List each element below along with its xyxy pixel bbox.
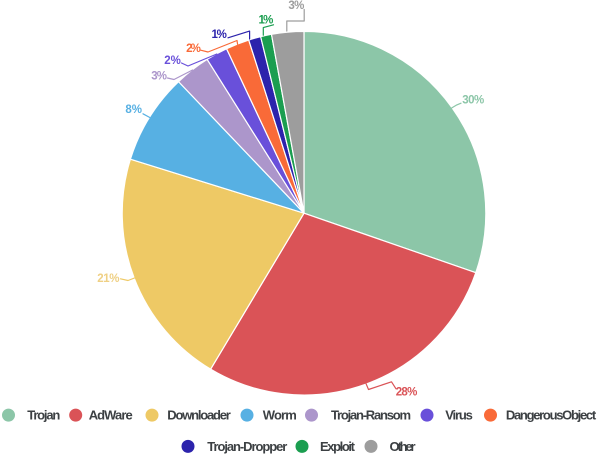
svg-text:2%: 2% bbox=[164, 55, 181, 67]
svg-text:3%: 3% bbox=[151, 71, 167, 83]
svg-text:Worm: Worm bbox=[263, 407, 297, 422]
svg-text:AdWare: AdWare bbox=[89, 407, 133, 422]
svg-text:8%: 8% bbox=[125, 104, 142, 116]
svg-text:28%: 28% bbox=[396, 387, 418, 399]
svg-text:30%: 30% bbox=[462, 94, 484, 106]
svg-text:21%: 21% bbox=[97, 273, 119, 285]
svg-text:3%: 3% bbox=[288, 0, 304, 12]
svg-text:Other: Other bbox=[390, 439, 416, 454]
svg-text:Trojan-Ransom: Trojan-Ransom bbox=[331, 407, 411, 422]
svg-text:1%: 1% bbox=[259, 15, 274, 27]
svg-text:2%: 2% bbox=[186, 43, 201, 55]
svg-text:Trojan-Dropper: Trojan-Dropper bbox=[207, 439, 287, 454]
svg-text:Virus: Virus bbox=[445, 407, 473, 422]
svg-text:1%: 1% bbox=[212, 29, 227, 41]
svg-text:DangerousObject: DangerousObject bbox=[506, 407, 597, 422]
svg-text:Downloader: Downloader bbox=[167, 407, 231, 422]
svg-text:Trojan: Trojan bbox=[27, 407, 60, 422]
svg-text:Exploit: Exploit bbox=[320, 439, 356, 454]
